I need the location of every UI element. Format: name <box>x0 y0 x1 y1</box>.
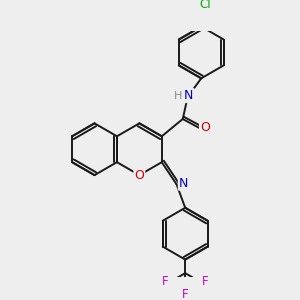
Text: H: H <box>174 91 182 100</box>
Text: N: N <box>184 89 194 102</box>
Text: O: O <box>200 121 210 134</box>
Text: O: O <box>134 169 144 182</box>
Text: Cl: Cl <box>199 0 211 11</box>
Text: N: N <box>179 177 188 190</box>
Text: F: F <box>202 275 209 288</box>
Text: F: F <box>162 275 168 288</box>
Text: F: F <box>182 288 188 300</box>
